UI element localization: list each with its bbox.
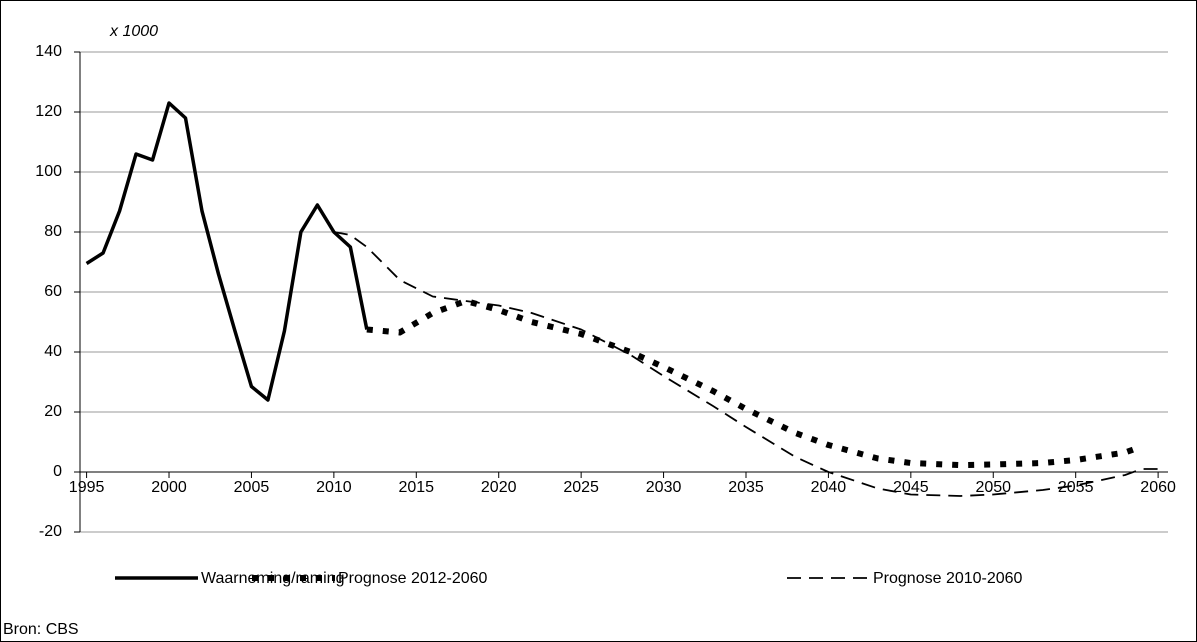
legend-label: Prognose 2010-2060 bbox=[873, 570, 1023, 587]
x-tick-label: 2020 bbox=[481, 479, 517, 496]
x-tick-label: 2060 bbox=[1140, 479, 1176, 496]
x-tick-label: 2040 bbox=[811, 479, 847, 496]
x-tick-label: 2030 bbox=[646, 479, 682, 496]
series-line bbox=[85, 101, 369, 402]
source: Bron: CBS bbox=[3, 621, 79, 638]
y-tick-label: 0 bbox=[53, 463, 62, 480]
y-tick-label: 40 bbox=[44, 343, 62, 360]
y-tick-label: 120 bbox=[35, 103, 62, 120]
y-tick-label: 80 bbox=[44, 223, 62, 240]
y-tick-label: 20 bbox=[44, 403, 62, 420]
y-tick-label: -20 bbox=[39, 523, 62, 540]
y-tick-label: 140 bbox=[35, 43, 62, 60]
legend-label: Prognose 2012-2060 bbox=[338, 570, 488, 587]
y-tick-label: 60 bbox=[44, 283, 62, 300]
x-tick-label: 2025 bbox=[563, 479, 599, 496]
series-line bbox=[333, 231, 1159, 497]
x-tick-label: 2010 bbox=[316, 479, 352, 496]
y-tick-label: 100 bbox=[35, 163, 62, 180]
x-tick-label: 2045 bbox=[893, 479, 929, 496]
x-tick-label: 2015 bbox=[398, 479, 434, 496]
x-tick-label: 1995 bbox=[69, 479, 105, 496]
x-tick-label: 2005 bbox=[234, 479, 270, 496]
unit-label: x 1000 bbox=[109, 23, 158, 40]
series-line bbox=[366, 298, 1143, 469]
x-tick-label: 2050 bbox=[975, 479, 1011, 496]
x-tick-label: 2035 bbox=[728, 479, 764, 496]
x-tick-label: 2000 bbox=[151, 479, 187, 496]
